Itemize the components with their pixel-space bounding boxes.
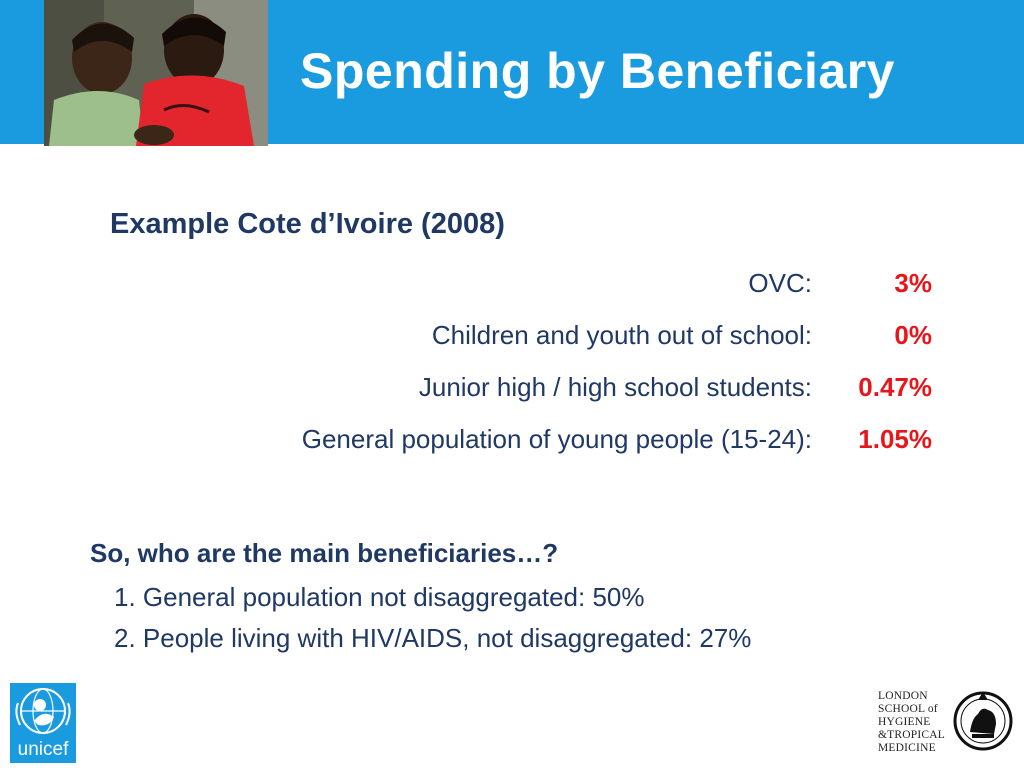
- list-item: 1. General population not disaggregated:…: [114, 582, 645, 612]
- lshtm-line: LONDON: [878, 690, 928, 702]
- children-photo-illustration: [44, 0, 268, 146]
- unicef-logo: unicef: [10, 683, 76, 763]
- row-value: 0%: [894, 320, 932, 350]
- lshtm-line: MEDICINE: [878, 742, 936, 754]
- row-label: OVC:: [748, 268, 812, 298]
- page-title: Spending by Beneficiary: [300, 43, 895, 99]
- row-label: Children and youth out of school:: [431, 320, 812, 350]
- example-subtitle: Example Cote d’Ivoire (2008): [110, 208, 505, 240]
- row-value: 0.47%: [858, 372, 932, 402]
- row-label: General population of young people (15-2…: [301, 424, 812, 454]
- list-item: 2. People living with HIV/AIDS, not disa…: [114, 623, 752, 653]
- table-row: General population of young people (15-2…: [0, 424, 1024, 464]
- table-row: Children and youth out of school: 0%: [0, 320, 1024, 360]
- table-row: Junior high / high school students: 0.47…: [0, 372, 1024, 412]
- answer-list: 1. General population not disaggregated:…: [114, 582, 751, 664]
- beneficiaries-question: So, who are the main beneficiaries…?: [90, 538, 559, 568]
- unicef-emblem-icon: [15, 688, 71, 734]
- lshtm-line: SCHOOL of: [878, 703, 938, 715]
- header-photo: [44, 0, 268, 146]
- lshtm-wordmark: LONDON SCHOOL of HYGIENE &TROPICAL MEDIC…: [878, 690, 950, 755]
- table-row: OVC: 3%: [0, 268, 1024, 308]
- unicef-wordmark: unicef: [17, 739, 69, 760]
- row-label: Junior high / high school students:: [418, 372, 812, 402]
- row-value: 3%: [894, 268, 932, 298]
- row-value: 1.05%: [858, 424, 932, 454]
- lshtm-crest-icon: [953, 691, 1013, 751]
- lshtm-line: HYGIENE: [878, 716, 931, 728]
- lshtm-line: &TROPICAL: [878, 729, 945, 741]
